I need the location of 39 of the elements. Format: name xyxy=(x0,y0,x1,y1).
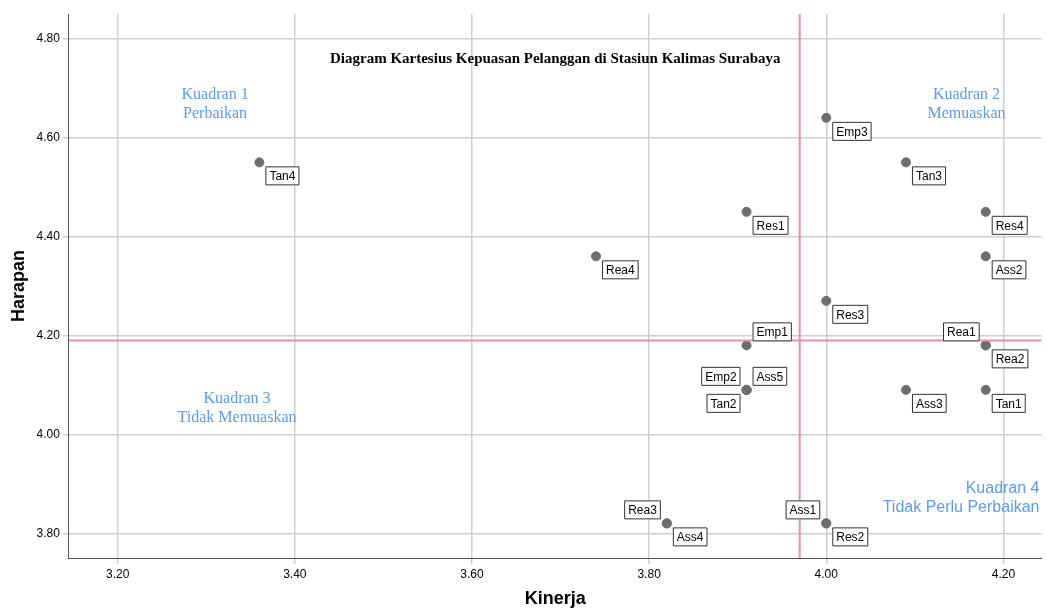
data-label: Rea4 xyxy=(605,263,635,278)
data-label: Ass5 xyxy=(756,369,784,384)
data-label: Rea2 xyxy=(995,352,1025,367)
data-label: Tan1 xyxy=(995,396,1023,411)
annotation: Kuadran 2 Memuaskan xyxy=(927,84,1006,121)
data-label: Res1 xyxy=(756,218,785,233)
y-tick-label: 4.20 xyxy=(36,327,61,342)
data-label: Ass4 xyxy=(676,530,704,545)
x-tick-label: 4.00 xyxy=(814,566,839,581)
annotation: Kuadran 3 Tidak Memuaskan xyxy=(177,389,297,426)
y-tick-label: 4.80 xyxy=(36,31,61,46)
y-axis-title: Harapan xyxy=(7,249,28,323)
annotation: Kuadran 4 Tidak Perlu Perbaikan xyxy=(882,478,1040,515)
data-label: Emp2 xyxy=(705,369,737,384)
y-tick-label: 3.80 xyxy=(36,525,61,540)
y-tick-label: 4.40 xyxy=(36,228,61,243)
data-label: Tan3 xyxy=(915,169,943,184)
x-tick-label: 3.20 xyxy=(105,566,130,581)
x-tick-label: 3.40 xyxy=(283,566,307,581)
annotation: Kuadran 1 Perbaikan xyxy=(181,84,249,121)
x-tick-label: 3.60 xyxy=(460,566,484,581)
data-label: Res2 xyxy=(836,530,865,545)
x-tick-label: 3.80 xyxy=(637,566,662,581)
y-tick-label: 4.60 xyxy=(36,129,61,144)
data-label: Ass1 xyxy=(789,503,817,518)
x-tick-label: 4.20 xyxy=(991,566,1016,581)
text: Diagram Kartesius Kepuasan Pelanggan di Stasiun Kalimas Surabaya xyxy=(329,49,781,66)
data-label: Emp1 xyxy=(756,325,789,340)
data-label: Ass3 xyxy=(915,396,943,411)
x-axis-title: Kinerja xyxy=(524,588,587,609)
data-label: Res4 xyxy=(995,218,1025,233)
data-label: Tan2 xyxy=(710,396,737,411)
data-label: Ass2 xyxy=(995,263,1023,278)
data-label: Rea3 xyxy=(628,503,658,518)
data-label: Res3 xyxy=(836,307,865,322)
y-tick-label: 4.00 xyxy=(36,426,61,441)
data-label: Rea1 xyxy=(947,325,977,340)
data-label: Emp3 xyxy=(836,124,868,139)
data-label: Tan4 xyxy=(269,169,296,184)
